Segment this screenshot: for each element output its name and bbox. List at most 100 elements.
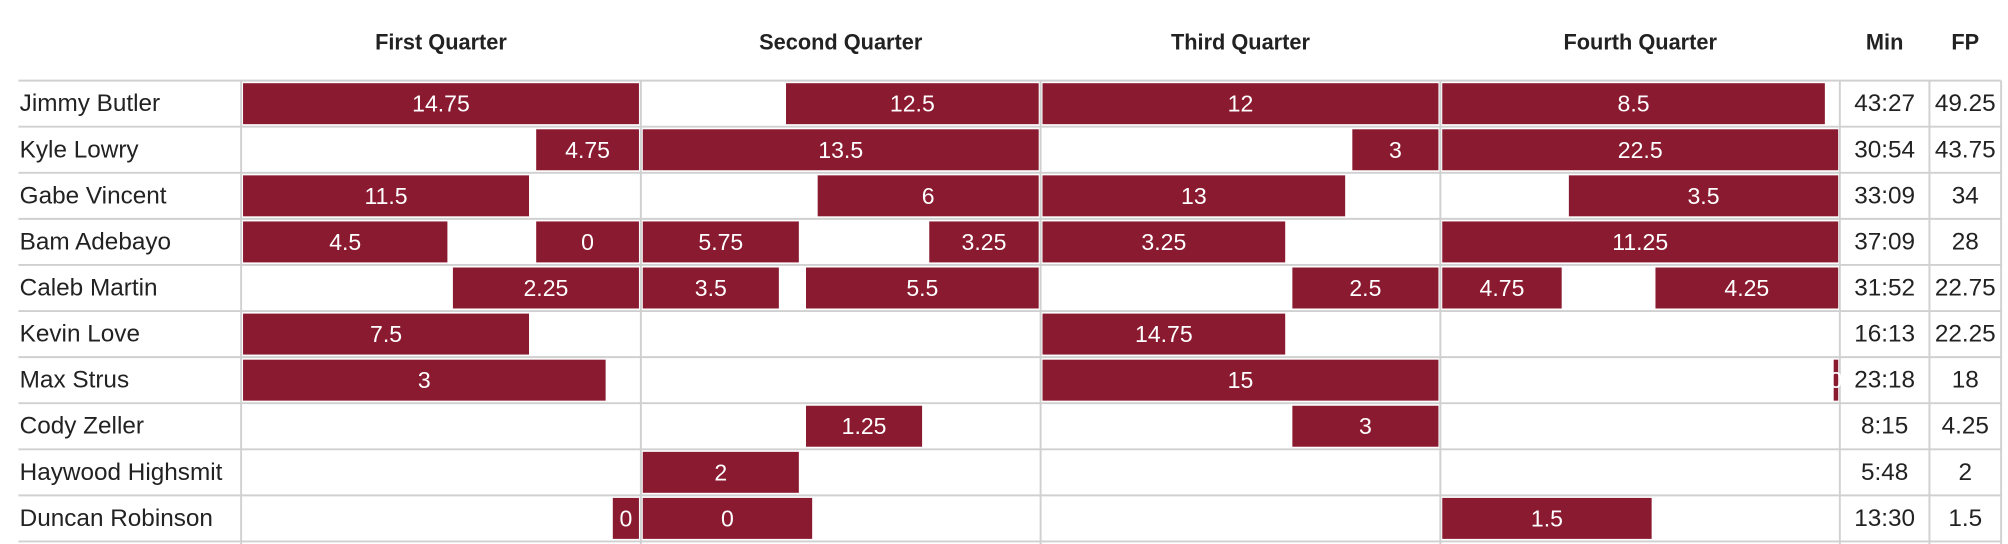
stint-points: 5.5: [906, 275, 938, 301]
stint-points: 4.75: [1480, 275, 1525, 301]
minutes: 13:30: [1854, 505, 1915, 532]
stint-bar: [243, 313, 530, 355]
marks: 14.75 12.5 12 8.54.75 13.5 3 22.511.5 6 13 3.54.5…: [243, 83, 1842, 539]
stint-points: 5.75: [698, 229, 743, 255]
stint-bar: [1568, 175, 1839, 217]
stint-bar: [243, 175, 530, 217]
stint-points: 4.25: [1724, 275, 1769, 301]
minutes: 33:09: [1854, 182, 1915, 209]
stint-points: 3: [418, 367, 431, 393]
minutes: 37:09: [1854, 228, 1915, 255]
stint-bar: [536, 221, 639, 263]
player-name: Kyle Lowry: [20, 136, 140, 163]
stint-points: 13: [1181, 183, 1207, 209]
stint-bar: [642, 497, 813, 539]
stint-points: 15: [1228, 367, 1254, 393]
player-name: Kevin Love: [20, 321, 140, 348]
minutes: 43:27: [1854, 90, 1915, 117]
stint-points: 11.5: [364, 183, 407, 209]
stint-points: 14.75: [412, 91, 470, 117]
quarter-header: Second Quarter: [759, 30, 923, 55]
player-name: Caleb Martin: [20, 275, 158, 302]
stint-points: 3: [1389, 137, 1402, 163]
stint-points: 6: [922, 183, 935, 209]
player-name: Duncan Robinson: [20, 505, 213, 532]
stint-bar: [243, 221, 448, 263]
stint-bar: [642, 129, 1039, 171]
fantasy-points: 34: [1952, 182, 1979, 209]
minutes: 23:18: [1854, 367, 1915, 394]
stint-points: 0: [1830, 367, 1843, 393]
stint-bar: [642, 451, 799, 493]
stint-points: 3: [1359, 413, 1372, 439]
stint-bar: [929, 221, 1039, 263]
fp-header: FP: [1951, 30, 1979, 55]
stint-bar: [1042, 175, 1346, 217]
stint-points: 0: [619, 505, 632, 531]
minutes: 30:54: [1854, 136, 1915, 163]
stint-points: 3.25: [1141, 229, 1186, 255]
minutes: 16:13: [1854, 321, 1915, 348]
player-name: Jimmy Butler: [20, 90, 161, 117]
stint-bar: [1352, 129, 1439, 171]
stint-bar: [243, 359, 606, 401]
minutes: 5:48: [1861, 459, 1908, 486]
stint-bar: [1292, 405, 1439, 447]
fantasy-points: 49.25: [1935, 90, 1996, 117]
stint-points: 8.5: [1618, 91, 1650, 117]
stint-points: 22.5: [1618, 137, 1663, 163]
fantasy-points: 4.25: [1942, 413, 1989, 440]
stint-points: 3.5: [1688, 183, 1720, 209]
stint-points: 11.25: [1612, 229, 1668, 255]
player-name: Gabe Vincent: [20, 182, 167, 209]
stint-points: 0: [581, 229, 594, 255]
stint-bar: [1042, 83, 1439, 125]
stint-bar: [786, 83, 1039, 125]
stint-points: 4.5: [329, 229, 361, 255]
minutes: 31:52: [1854, 275, 1915, 302]
stint-points: 3.5: [695, 275, 727, 301]
stint-bar: [1442, 221, 1839, 263]
stint-bar: [1442, 83, 1825, 125]
stint-points: 13.5: [818, 137, 863, 163]
stint-bar: [1655, 267, 1839, 309]
grid: [18, 79, 2003, 544]
fantasy-points: 2: [1959, 459, 1973, 486]
stint-bar: [642, 221, 799, 263]
stint-points: 12.5: [890, 91, 935, 117]
stint-bar: [612, 497, 639, 539]
stint-points: 1.5: [1531, 505, 1563, 531]
stint-points: 2.25: [524, 275, 569, 301]
stint-points: 3.25: [962, 229, 1007, 255]
stint-points: 2.5: [1349, 275, 1381, 301]
stint-bar: [1042, 221, 1286, 263]
player-name: Cody Zeller: [20, 413, 144, 440]
stint-bar: [806, 405, 923, 447]
stint-bar: [536, 129, 639, 171]
stint-bar: [1292, 267, 1439, 309]
quarter-header: First Quarter: [375, 30, 507, 55]
stint-points: 2: [714, 459, 727, 485]
min-header: Min: [1866, 30, 1903, 55]
stint-bar: [1833, 359, 1839, 401]
stint-points: 0: [721, 505, 734, 531]
stint-points: 14.75: [1135, 321, 1193, 347]
stint-bar: [1042, 313, 1286, 355]
fantasy-points: 28: [1952, 228, 1979, 255]
stint-bar: [806, 267, 1039, 309]
quarter-header: Third Quarter: [1171, 30, 1311, 55]
stint-bar: [452, 267, 639, 309]
player-name: Bam Adebayo: [20, 228, 171, 255]
stint-points: 4.75: [565, 137, 610, 163]
fantasy-points: 22.75: [1935, 275, 1996, 302]
stint-points: 7.5: [370, 321, 402, 347]
stint-bar: [1442, 129, 1839, 171]
stint-bar: [243, 83, 639, 125]
fantasy-points: 1.5: [1948, 505, 1982, 532]
stint-bar: [1042, 359, 1439, 401]
minutes: 8:15: [1861, 413, 1908, 440]
stint-points: 1.25: [842, 413, 887, 439]
stint-bar: [817, 175, 1039, 217]
stint-bar: [1442, 267, 1562, 309]
